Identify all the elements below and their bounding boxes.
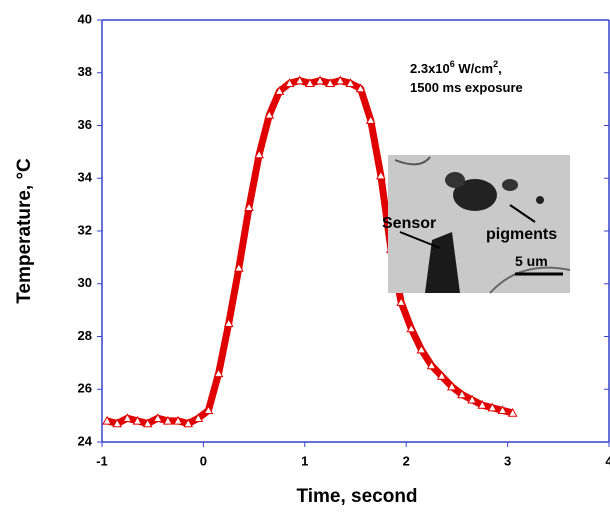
marker <box>183 418 194 428</box>
inset-blob <box>445 172 465 188</box>
marker <box>132 415 143 425</box>
marker <box>345 78 356 87</box>
marker <box>274 86 285 95</box>
x-tick-label: 1 <box>301 453 308 468</box>
inset-texture <box>394 156 431 166</box>
inset-arrow <box>509 204 536 223</box>
inset-label: 5 um <box>515 253 548 269</box>
annotation: 2.3x106 W/cm2, <box>410 59 502 76</box>
marker <box>365 115 376 124</box>
y-axis-label: Temperature, °C <box>14 158 35 304</box>
marker <box>325 78 335 87</box>
inset-image <box>388 155 570 293</box>
marker <box>173 415 183 425</box>
marker <box>152 413 163 422</box>
inset: Sensor pigments 5 um <box>382 155 571 294</box>
x-tick-label: -1 <box>96 453 108 468</box>
y-tick-label: 26 <box>78 381 92 396</box>
x-axis-label: Time, second <box>296 486 417 507</box>
marker <box>487 402 498 412</box>
marker <box>142 418 153 428</box>
marker <box>102 415 112 425</box>
marker <box>416 344 427 354</box>
inset-texture <box>489 266 571 294</box>
x-tick-label: 0 <box>200 453 207 468</box>
marker <box>446 381 457 391</box>
annotation-sup: 6 <box>450 59 455 69</box>
annotation-part: 2.3x10 <box>410 61 450 76</box>
y-tick-label: 34 <box>78 170 93 185</box>
y-tick-label: 30 <box>78 275 92 290</box>
marker <box>426 360 437 370</box>
inset-label: pigments <box>486 226 557 243</box>
marker <box>234 262 244 272</box>
marker <box>203 405 214 415</box>
marker <box>284 78 295 87</box>
marker <box>406 323 417 333</box>
annotation-sup: 2 <box>493 59 498 69</box>
marker <box>477 400 488 409</box>
y-tick-label: 24 <box>78 433 93 448</box>
marker <box>294 75 305 85</box>
marker <box>315 75 325 85</box>
y-tick-label: 32 <box>78 222 92 237</box>
marker <box>193 413 204 422</box>
marker <box>335 75 346 85</box>
marker <box>507 407 518 417</box>
inset-blob <box>502 179 518 191</box>
inset-label: Sensor <box>382 215 436 232</box>
marker <box>122 413 133 422</box>
marker <box>467 394 477 404</box>
marker <box>355 83 366 93</box>
inset-blob <box>453 179 497 211</box>
y-tick-label: 36 <box>78 117 92 132</box>
annotation: 1500 ms exposure <box>410 80 523 95</box>
x-tick-label: 3 <box>504 453 511 468</box>
marker <box>254 149 265 159</box>
annotation-part: , <box>498 61 502 76</box>
marker <box>223 318 234 328</box>
annotation-part: W/cm <box>455 61 493 76</box>
marker <box>213 368 224 378</box>
marker <box>497 405 508 415</box>
y-tick-label: 28 <box>78 328 92 343</box>
y-tick-label: 40 <box>78 11 92 26</box>
marker <box>396 297 406 306</box>
inset-blob <box>536 196 544 204</box>
marker <box>376 170 386 180</box>
inset-arrow <box>399 231 441 249</box>
x-tick-label: 2 <box>403 453 410 468</box>
y-tick-label: 38 <box>78 64 92 79</box>
inset-sensor <box>425 232 460 293</box>
marker <box>163 415 173 425</box>
marker <box>305 78 315 87</box>
marker <box>457 389 467 399</box>
marker <box>244 202 254 211</box>
marker <box>112 418 123 428</box>
marker <box>436 371 447 380</box>
x-tick-label: 4 <box>605 453 610 468</box>
marker <box>264 109 275 119</box>
